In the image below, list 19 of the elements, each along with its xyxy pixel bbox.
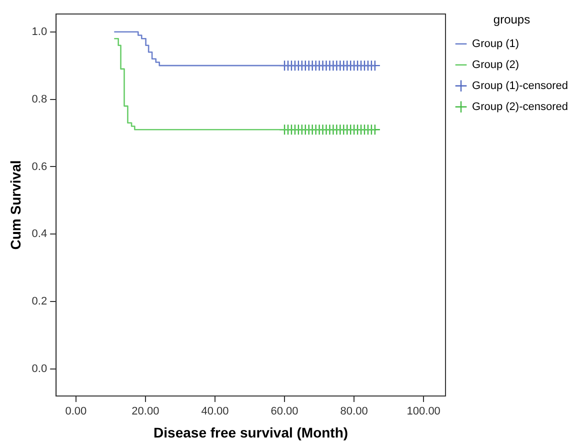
y-tick-label: 0.6 (32, 160, 48, 173)
legend-label: Group (2)-censored (472, 100, 568, 113)
y-axis-title: Cum Survival (7, 160, 24, 250)
x-tick-label: 0.00 (65, 406, 87, 418)
legend-title: groups (493, 12, 530, 26)
legend-label: Group (1) (472, 38, 520, 50)
legend-label: Group (1)-censored (472, 80, 568, 92)
y-tick-label: 0.4 (32, 228, 48, 240)
y-tick-label: 1.0 (32, 26, 48, 38)
x-tick-label: 80.00 (340, 406, 368, 418)
x-tick-label: 20.00 (132, 406, 160, 418)
x-tick-label: 60.00 (270, 406, 298, 418)
y-tick-label: 0.8 (32, 93, 48, 106)
x-tick-label: 40.00 (201, 406, 229, 418)
x-tick-label: 100.00 (406, 406, 440, 418)
legend-label: Group (2) (472, 58, 520, 71)
x-axis-title: Disease free survival (Month) (154, 424, 348, 440)
y-tick-label: 0.0 (32, 363, 48, 376)
y-tick-label: 0.2 (32, 296, 48, 308)
